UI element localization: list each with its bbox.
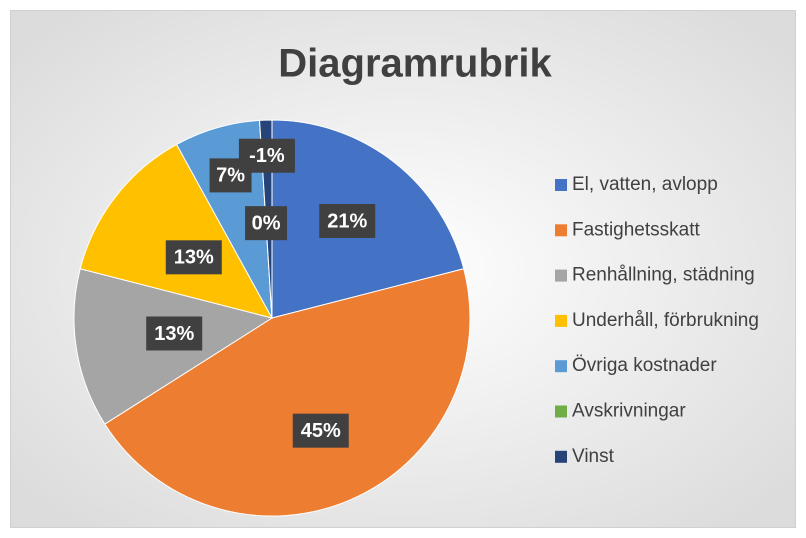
- legend-swatch: [555, 314, 567, 327]
- data-label: 13%: [154, 323, 194, 345]
- legend-label: El, vatten, avlopp: [572, 174, 718, 195]
- legend-label: Renhållning, städning: [572, 265, 755, 286]
- legend-swatch: [555, 179, 567, 191]
- data-label-box: [238, 138, 295, 173]
- data-label: 21%: [327, 210, 367, 232]
- pie-slice: [104, 268, 471, 517]
- data-label: 45%: [301, 420, 341, 442]
- pie-slice: [79, 143, 273, 319]
- data-label: 7%: [216, 165, 245, 187]
- chart-title: Diagramrubrik: [278, 42, 552, 86]
- legend-label: Övriga kostnader: [572, 355, 717, 376]
- legend-swatch: [555, 405, 567, 418]
- legend-swatch: [555, 269, 567, 282]
- data-label-box: [165, 240, 222, 275]
- data-label-box: [146, 316, 203, 351]
- legend-swatch: [555, 360, 567, 373]
- data-label: 13%: [174, 247, 214, 269]
- data-label-box: [245, 206, 288, 241]
- legend-label: Avskrivningar: [572, 401, 686, 422]
- legend-label: Vinst: [572, 446, 615, 467]
- legend-label: Fastighetsskatt: [572, 219, 700, 240]
- legend-label: Underhåll, förbrukning: [572, 310, 759, 331]
- data-label: 0%: [252, 212, 281, 234]
- legend-swatch: [555, 224, 567, 237]
- legend-swatch: [555, 450, 567, 463]
- data-label: -1%: [249, 145, 285, 167]
- data-label-box: [319, 204, 376, 239]
- data-label-box: [292, 413, 349, 448]
